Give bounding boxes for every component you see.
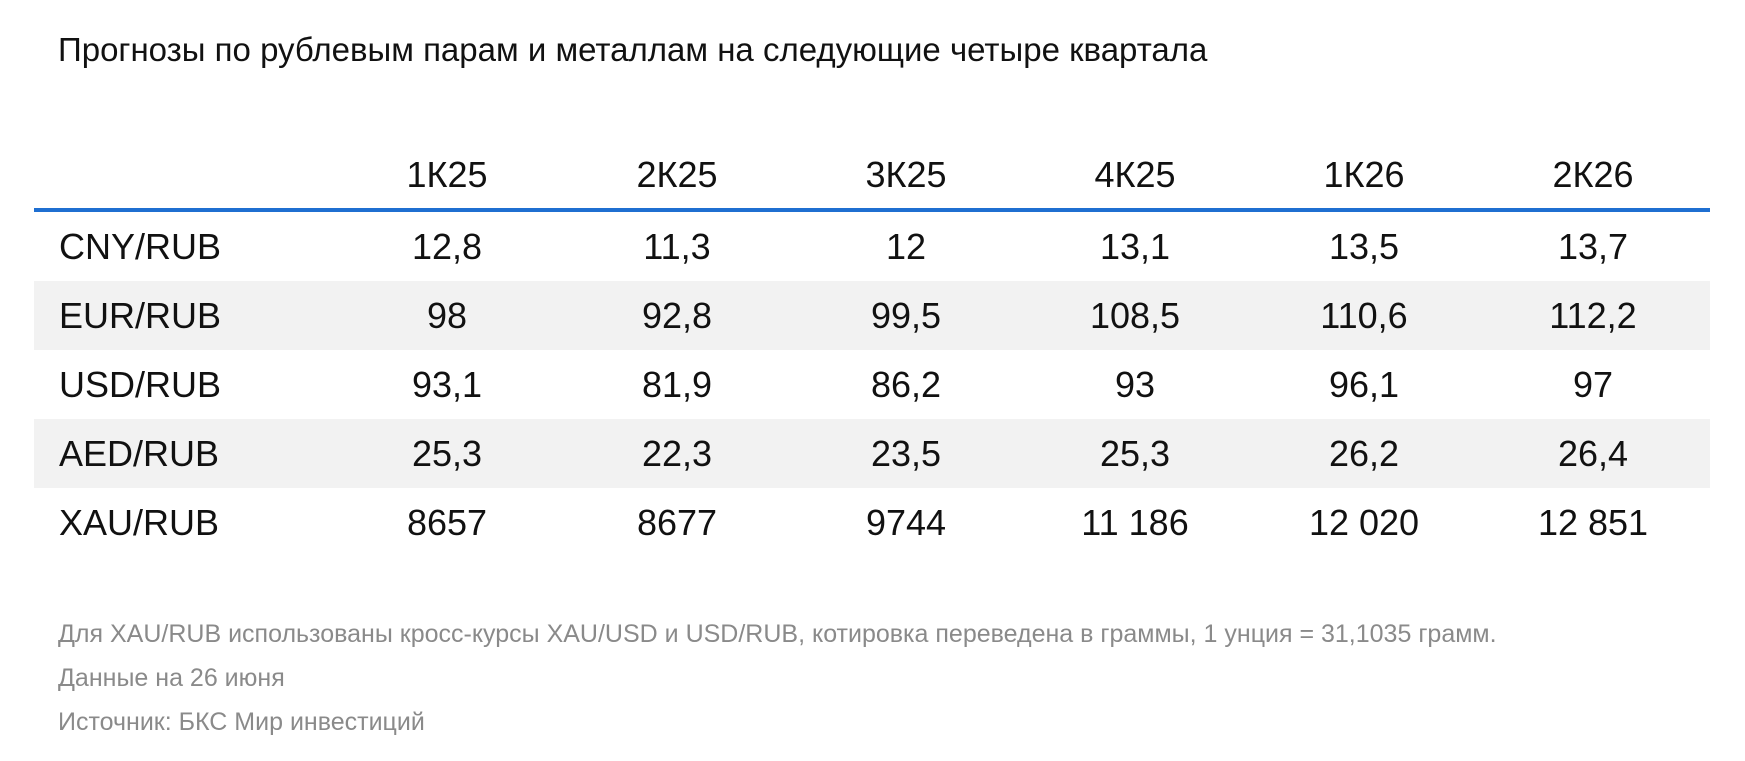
table-cell: 108,5	[1089, 294, 1181, 336]
table-cell: 25,3	[411, 432, 483, 474]
column-header-1k25: 1К25	[406, 154, 488, 195]
table-cell: 92,8	[641, 294, 713, 336]
table-cell: 81,9	[641, 363, 713, 405]
table-cell: 26,4	[1557, 432, 1629, 474]
table-cell: 22,3	[641, 432, 713, 474]
column-header-3k25: 3К25	[865, 154, 947, 195]
table-cell: 11,3	[643, 225, 711, 267]
row-label: CNY/RUB	[59, 225, 222, 267]
table-cell: 12	[885, 225, 927, 267]
column-header-2k26: 2К26	[1552, 154, 1634, 195]
table-cell: 12 020	[1308, 501, 1420, 543]
row-label: EUR/RUB	[59, 294, 222, 336]
table-cell: 23,5	[870, 432, 942, 474]
table-row-aed-rub: AED/RUB 25,3 22,3 23,5 25,3 26,2 26,4	[34, 419, 1710, 488]
column-header-2k25: 2К25	[636, 154, 718, 195]
chart-title: Прогнозы по рублевым парам и металлам на…	[58, 31, 1208, 68]
table-cell: 8677	[636, 501, 718, 543]
table-cell: 8657	[406, 501, 488, 543]
table-cell: 96,1	[1328, 363, 1400, 405]
notes-block: Для XAU/RUB использованы кросс-курсы XAU…	[58, 612, 1497, 744]
row-label: USD/RUB	[59, 363, 222, 405]
table-cell: 11 186	[1081, 501, 1189, 543]
table-cell: 93,1	[411, 363, 483, 405]
row-label: AED/RUB	[59, 432, 220, 474]
table-cell: 93	[1114, 363, 1156, 405]
table-cell: 13,1	[1099, 225, 1171, 267]
table-cell: 13,7	[1557, 225, 1629, 267]
table-row-usd-rub: USD/RUB 93,1 81,9 86,2 93 96,1 97	[34, 350, 1710, 419]
data-date-note: Данные на 26 июня	[58, 664, 285, 692]
table-cell: 13,5	[1328, 225, 1400, 267]
table-cell: 25,3	[1099, 432, 1171, 474]
table-cell: 112,2	[1549, 294, 1637, 336]
table-cell: 98	[426, 294, 468, 336]
table-header-row: 1К25 2К25 3К25 4К25 1К26 2К26	[34, 142, 1710, 212]
table-row-xau-rub: XAU/RUB 8657 8677 9744 11 186 12 020 12 …	[34, 488, 1710, 557]
table-cell: 9744	[865, 501, 947, 543]
column-header-4k25: 4К25	[1094, 154, 1176, 195]
table-cell: 99,5	[870, 294, 942, 336]
table-cell: 26,2	[1328, 432, 1400, 474]
table-cell: 12 851	[1537, 501, 1649, 543]
row-label: XAU/RUB	[59, 501, 220, 543]
table-row-eur-rub: EUR/RUB 98 92,8 99,5 108,5 110,6 112,2	[34, 281, 1710, 350]
table-cell: 86,2	[870, 363, 942, 405]
footnote: Для XAU/RUB использованы кросс-курсы XAU…	[58, 620, 1497, 648]
table-cell: 12,8	[411, 225, 483, 267]
source-note: Источник: БКС Мир инвестиций	[58, 708, 425, 736]
column-header-1k26: 1К26	[1323, 154, 1405, 195]
forecast-table: 1К25 2К25 3К25 4К25 1К26 2К26 CNY/RUB 12…	[34, 142, 1710, 557]
table-row-cny-rub: CNY/RUB 12,8 11,3 12 13,1 13,5 13,7	[34, 212, 1710, 281]
table-cell: 97	[1572, 363, 1614, 405]
table-cell: 110,6	[1320, 294, 1408, 336]
